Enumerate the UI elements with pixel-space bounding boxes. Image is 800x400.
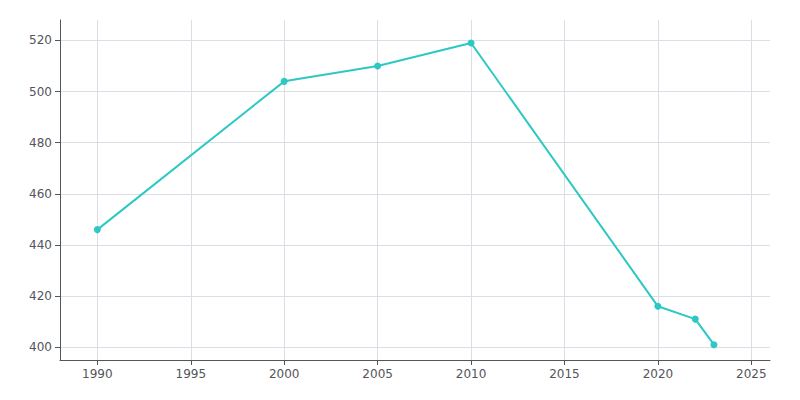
svg-text:400: 400: [29, 340, 52, 354]
svg-text:2000: 2000: [269, 367, 300, 381]
svg-text:2015: 2015: [549, 367, 580, 381]
svg-text:1990: 1990: [82, 367, 113, 381]
svg-text:520: 520: [29, 33, 52, 47]
svg-text:2025: 2025: [736, 367, 767, 381]
svg-text:420: 420: [29, 289, 52, 303]
svg-text:2005: 2005: [362, 367, 393, 381]
svg-text:1995: 1995: [176, 367, 207, 381]
svg-text:2010: 2010: [456, 367, 487, 381]
svg-text:500: 500: [29, 85, 52, 99]
svg-text:440: 440: [29, 238, 52, 252]
svg-text:480: 480: [29, 136, 52, 150]
svg-text:2020: 2020: [643, 367, 674, 381]
svg-text:460: 460: [29, 187, 52, 201]
